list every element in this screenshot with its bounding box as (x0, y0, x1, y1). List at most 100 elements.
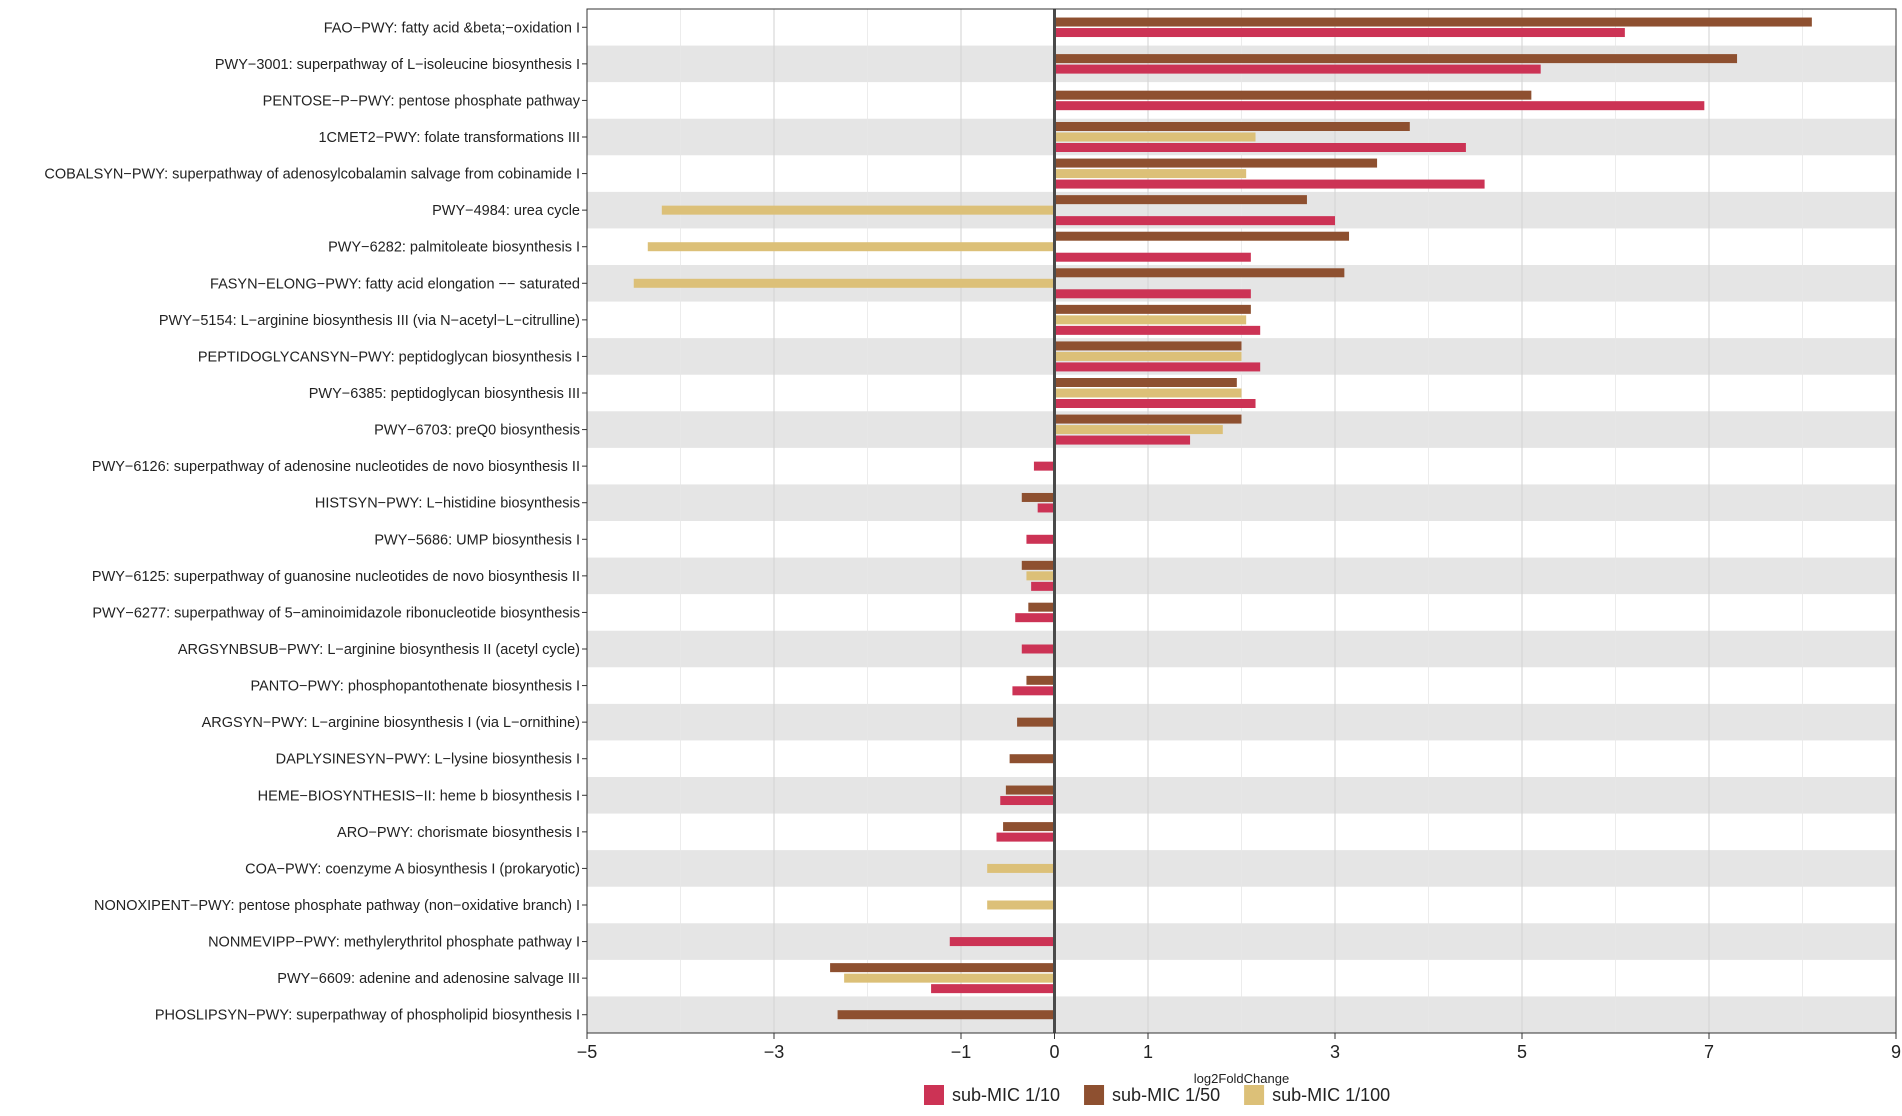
x-tick-label: 5 (1517, 1042, 1527, 1062)
bar-sub-mic-1-10: sub-MIC 1/10: 6.1 (1054, 28, 1625, 38)
bar-sub-mic-1-10: sub-MIC 1/10: -0.42 (1015, 613, 1055, 623)
category-label: COA−PWY: coenzyme A biosynthesis I (prok… (245, 861, 580, 877)
category-label: PEPTIDOGLYCANSYN−PWY: peptidoglycan bios… (198, 349, 580, 365)
category-label: PWY−5154: L−arginine biosynthesis III (v… (159, 313, 580, 329)
bar-sub-mic-1-50: sub-MIC 1/50: 3.8 (1054, 122, 1410, 131)
x-tick-label: 1 (1143, 1042, 1153, 1062)
bar-sub-mic-1-10: sub-MIC 1/10: -1.12 (949, 937, 1055, 947)
bar-sub-mic-1-100: sub-MIC 1/100: -0.72 (987, 900, 1055, 910)
category-label: HEME−BIOSYNTHESIS−II: heme b biosynthesi… (258, 788, 580, 804)
category-label: DAPLYSINESYN−PWY: L−lysine biosynthesis … (276, 752, 580, 768)
bar-sub-mic-1-100: sub-MIC 1/100: -4.2 (661, 205, 1055, 215)
category-label: PWY−6703: preQ0 biosynthesis (374, 423, 580, 439)
legend-swatch (924, 1085, 944, 1105)
bar-sub-mic-1-50: sub-MIC 1/50: 3.1 (1054, 268, 1345, 278)
panel-border (586, 8, 1897, 1034)
bar-sub-mic-1-50: sub-MIC 1/50: -0.28 (1028, 602, 1055, 612)
bar-sub-mic-1-50: sub-MIC 1/50: 7.3 (1054, 54, 1738, 64)
x-axis-title: log2FoldChange (1194, 1071, 1289, 1086)
x-tick-label: −3 (764, 1042, 785, 1062)
bar-sub-mic-1-100: sub-MIC 1/100: 2.05 (1054, 169, 1247, 179)
bar-sub-mic-1-10: sub-MIC 1/10: 2.1 (1054, 252, 1251, 262)
category-label: ARO−PWY: chorismate biosynthesis I (337, 825, 580, 841)
bar-sub-mic-1-100: sub-MIC 1/100: -0.3 (1026, 571, 1055, 581)
bar-sub-mic-1-50: sub-MIC 1/50: -0.52 (1005, 785, 1055, 795)
bar-sub-mic-1-10: sub-MIC 1/10: -0.45 (1012, 686, 1055, 696)
bar-sub-mic-1-100: sub-MIC 1/100: -4.5 (633, 278, 1055, 288)
category-labels: FAO−PWY: fatty acid &beta;−oxidation I PW… (44, 20, 587, 1024)
bar-sub-mic-1-10: sub-MIC 1/10: -0.18 (1037, 503, 1055, 513)
category-label: PWY−6126: superpathway of adenosine nucl… (92, 459, 580, 475)
bar-sub-mic-1-10: sub-MIC 1/10: 2.15 (1054, 399, 1256, 408)
bar-sub-mic-1-100: sub-MIC 1/100: 2.05 (1054, 315, 1247, 325)
x-tick-label: 3 (1330, 1042, 1340, 1062)
bar-sub-mic-1-10: sub-MIC 1/10: 4.6 (1054, 179, 1485, 189)
x-tick-label: −1 (951, 1042, 972, 1062)
legend: sub-MIC 1/10 sub-MIC 1/50 sub-MIC 1/100 (924, 1085, 1390, 1105)
bar-sub-mic-1-10: sub-MIC 1/10: 4.4 (1054, 143, 1466, 152)
bar-sub-mic-1-50: sub-MIC 1/50: -0.4 (1017, 717, 1055, 727)
bar-sub-mic-1-10: sub-MIC 1/10: 2.2 (1054, 325, 1261, 335)
category-label: PWY−6277: superpathway of 5−aminoimidazo… (92, 605, 580, 621)
x-tick-label: 7 (1704, 1042, 1714, 1062)
bar-sub-mic-1-100: sub-MIC 1/100: -2.25 (844, 973, 1055, 983)
bar-sub-mic-1-50: sub-MIC 1/50: -2.32 (837, 1010, 1055, 1020)
legend-swatch (1084, 1085, 1105, 1105)
bar-sub-mic-1-50: sub-MIC 1/50: -2.4 (830, 963, 1055, 973)
bar-sub-mic-1-10: sub-MIC 1/10: 3 (1054, 216, 1335, 226)
category-label: PWY−6609: adenine and adenosine salvage … (277, 971, 580, 987)
category-label: PHOSLIPSYN−PWY: superpathway of phosphol… (155, 1008, 580, 1024)
x-tick-label: −5 (577, 1042, 598, 1062)
bar-sub-mic-1-10: sub-MIC 1/10: 6.95 (1054, 101, 1705, 111)
category-label: PWY−5686: UMP biosynthesis I (374, 532, 580, 548)
category-label: NONMEVIPP−PWY: methylerythritol phosphat… (208, 935, 580, 951)
legend-label: sub-MIC 1/100 (1272, 1085, 1390, 1105)
bar-sub-mic-1-50: sub-MIC 1/50: 3.45 (1054, 158, 1378, 168)
bar-sub-mic-1-10: sub-MIC 1/10: -0.35 (1021, 644, 1055, 654)
bar-sub-mic-1-50: sub-MIC 1/50: 3.15 (1054, 231, 1350, 241)
bar-sub-mic-1-50: sub-MIC 1/50: 2.7 (1054, 195, 1307, 205)
bar-sub-mic-1-50: sub-MIC 1/50: -0.55 (1003, 822, 1055, 832)
bar-sub-mic-1-10: sub-MIC 1/10: -1.32 (931, 984, 1055, 994)
category-label: FASYN−ELONG−PWY: fatty acid elongation −… (210, 276, 580, 292)
x-tick-label: 9 (1891, 1042, 1901, 1062)
legend-swatch (1244, 1085, 1265, 1105)
bar-sub-mic-1-10: sub-MIC 1/10: 2.1 (1054, 289, 1251, 299)
bar-sub-mic-1-50: sub-MIC 1/50: 5.1 (1054, 90, 1532, 100)
category-label: PWY−6282: palmitoleate biosynthesis I (328, 240, 580, 256)
x-tick-label: 0 (1049, 1042, 1059, 1062)
bar-sub-mic-1-100: sub-MIC 1/100: 2 (1054, 388, 1242, 398)
category-label: COBALSYN−PWY: superpathway of adenosylco… (44, 167, 580, 183)
bar-sub-mic-1-50: sub-MIC 1/50: -0.3 (1026, 675, 1055, 685)
category-label: PWY−4984: urea cycle (432, 203, 580, 219)
category-label: PWY−6125: superpathway of guanosine nucl… (92, 569, 580, 585)
bar-sub-mic-1-100: sub-MIC 1/100: -0.72 (987, 863, 1055, 873)
category-label: 1CMET2−PWY: folate transformations III (318, 130, 580, 146)
bar-sub-mic-1-50: sub-MIC 1/50: -0.35 (1021, 492, 1055, 502)
x-axis-ticks: −5 −3 −1 0 1 3 5 7 9 (577, 1033, 1901, 1062)
bar-sub-mic-1-50: sub-MIC 1/50: 8.1 (1054, 17, 1812, 27)
category-label: PANTO−PWY: phosphopantothenate biosynthe… (250, 679, 580, 695)
bars: sub-MIC 1/50: 8.1sub-MIC 1/10: 6.1 sub-MI… (633, 17, 1812, 1020)
bar-sub-mic-1-10: sub-MIC 1/10: -0.58 (1000, 796, 1055, 806)
bar-sub-mic-1-100: sub-MIC 1/100: 2 (1054, 351, 1242, 361)
bar-sub-mic-1-10: sub-MIC 1/10: 1.45 (1054, 435, 1191, 445)
legend-label: sub-MIC 1/10 (952, 1085, 1060, 1105)
bar-sub-mic-1-100: sub-MIC 1/100: 1.8 (1054, 425, 1223, 435)
category-label: PENTOSE−P−PWY: pentose phosphate pathway (263, 93, 581, 109)
bar-sub-mic-1-10: sub-MIC 1/10: 2.2 (1054, 362, 1261, 372)
bar-sub-mic-1-50: sub-MIC 1/50: 2 (1054, 414, 1242, 424)
bar-sub-mic-1-10: sub-MIC 1/10: -0.22 (1033, 461, 1055, 471)
bar-sub-mic-1-100: sub-MIC 1/100: -4.35 (647, 242, 1055, 252)
category-label: HISTSYN−PWY: L−histidine biosynthesis (315, 496, 580, 512)
bar-sub-mic-1-50: sub-MIC 1/50: -0.48 (1009, 754, 1055, 764)
bar-sub-mic-1-10: sub-MIC 1/10: -0.25 (1031, 581, 1055, 591)
category-label: PWY−3001: superpathway of L−isoleucine b… (215, 57, 580, 73)
bar-sub-mic-1-50: sub-MIC 1/50: 2 (1054, 341, 1242, 351)
category-label: FAO−PWY: fatty acid &beta;−oxidation I (324, 20, 580, 36)
bar-sub-mic-1-50: sub-MIC 1/50: 1.95 (1054, 378, 1237, 387)
category-label: NONOXIPENT−PWY: pentose phosphate pathwa… (94, 898, 580, 914)
legend-label: sub-MIC 1/50 (1112, 1085, 1220, 1105)
bar-sub-mic-1-50: sub-MIC 1/50: 2.1 (1054, 304, 1251, 314)
